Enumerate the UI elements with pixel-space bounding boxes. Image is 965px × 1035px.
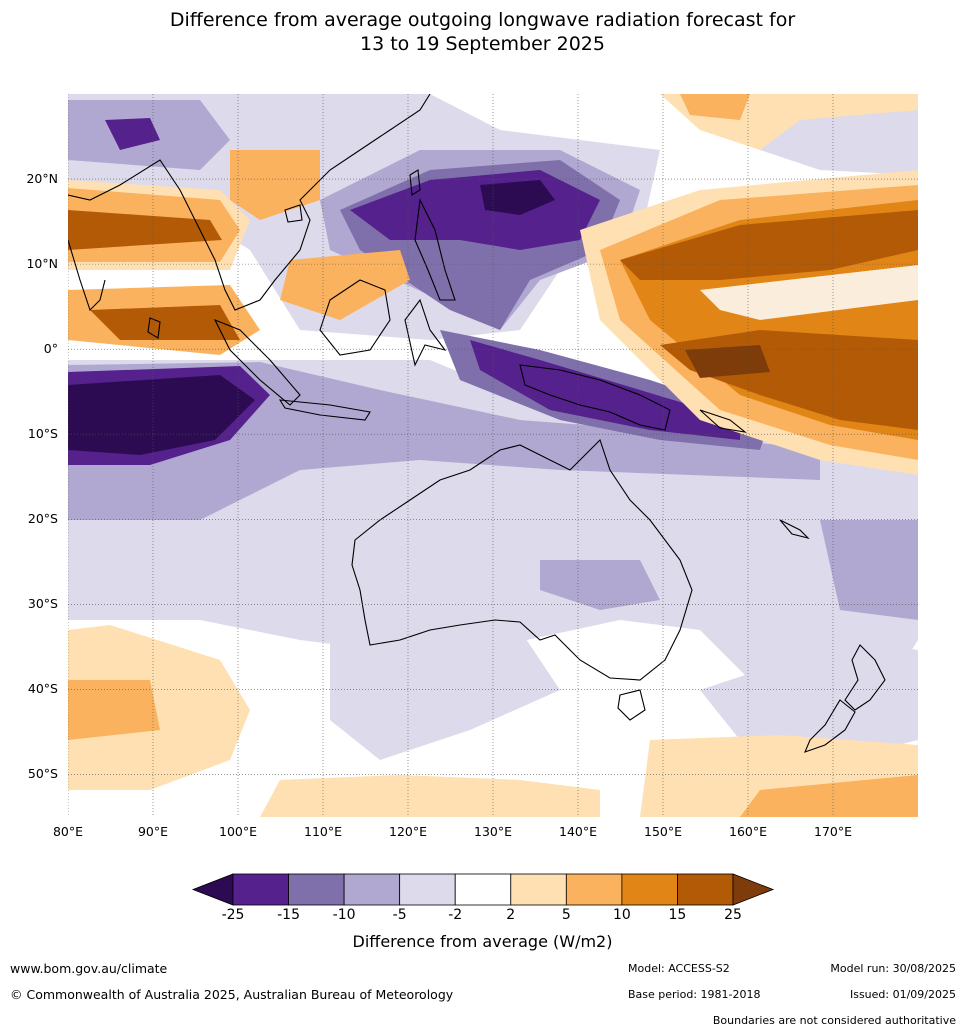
asia-mainland-coastline [68,94,431,311]
model-text: Model: ACCESS-S2 [628,962,730,975]
graticule [68,94,918,817]
colorbar-tick-label: -15 [277,907,300,923]
latitude-tick-label: 10°S [27,426,58,442]
colorbar-segment [343,873,401,906]
anomaly-shading [68,94,918,817]
anomaly-region-strong-negative-maritime-core [470,340,740,440]
base-period-text: Base period: 1981-2018 [628,988,761,1001]
colorbar-segment [677,873,734,906]
anomaly-region-positive-pacific-very-strong [620,210,918,280]
disclaimer-text: Boundaries are not considered authoritat… [712,1014,956,1027]
colorbar-title: Difference from average (W/m2) [352,932,613,951]
colorbar-segment [399,873,456,906]
anomaly-region-positive-band-west-strong [68,210,222,250]
colorbar-tick-label: 25 [724,907,742,923]
latitude-tick-label: 20°S [27,511,58,527]
longitude-tick-label: 120°E [388,824,428,839]
anomaly-region-weak-positive-southwest [68,625,250,790]
new-zealand-south-island-coastline [804,699,856,753]
borneo-coastline [319,279,391,356]
map-title: Difference from average outgoing longwav… [0,8,965,56]
model-run-text: Model run: 30/08/2025 [830,962,956,975]
anomaly-region-extreme-negative-indian [68,375,255,455]
colorbar-tick-label: 10 [612,907,631,923]
coastlines [68,94,886,753]
longitude-tick-label: 110°E [303,824,343,839]
new-guinea-coastline [519,364,671,431]
hainan-coastline [284,204,303,223]
anomaly-region-weak-positive-south [260,775,600,817]
anomaly-region-positive-band-indochina [230,150,320,220]
longitude-tick-label: 140°E [558,824,598,839]
longitude-tick-label: 150°E [643,824,683,839]
latitude-tick-label: 0° [43,341,58,357]
map-title-line-1: Difference from average outgoing longwav… [169,9,796,31]
longitude-tick-label: 170°E [813,824,853,839]
colorbar-segment [510,873,567,906]
longitude-tick-label: 130°E [473,824,513,839]
colorbar [191,873,775,906]
sri-lanka-coastline [147,317,161,339]
anomaly-region-moderate-positive-north [680,94,750,120]
colorbar-segment [565,873,623,906]
new-zealand-north-island-coastline [844,644,886,711]
colorbar-segment [454,873,512,906]
colorbar-tick-label: 5 [561,907,571,923]
longitude-tick-label: 80°E [52,824,84,839]
anomaly-region-reduced-band-pacific [700,265,918,320]
colorbar-segment [621,873,678,906]
colorbar-upper-extend-arrow [732,873,775,906]
anomaly-region-moderate-negative-australia [540,560,660,610]
taiwan-coastline [409,169,421,196]
colorbar-tick-label: 15 [668,907,687,923]
website-link[interactable]: www.bom.gov.au/climate [10,961,168,976]
solomon-islands-coastline [699,409,747,433]
anomaly-region-moderate-positive-southwest [68,680,160,740]
anomaly-region-moderate-negative-nz [820,520,918,620]
anomaly-region-moderate-positive-southeast [740,775,918,817]
colorbar-segment [232,873,289,906]
anomaly-region-weak-negative-southeast [700,640,918,760]
map-title-line-2: 13 to 19 September 2025 [360,33,605,55]
anomaly-region-extreme-negative-pacific [480,180,555,215]
anomaly-region-weak-negative-southwest [330,630,560,760]
anomaly-region-positive-pacific-extreme [685,345,770,378]
latitude-tick-label: 40°S [27,681,58,697]
indian-peninsula-coastline [68,239,106,312]
latitude-tick-label: 20°N [26,171,58,187]
philippines-coastline [414,198,456,301]
colorbar-tick-label: -25 [221,907,245,923]
colorbar-tick-label: -10 [332,907,356,923]
latitude-tick-label: 10°N [26,256,58,272]
new-caledonia-coastline [779,519,810,540]
colorbar-tick-label: 2 [506,907,516,923]
anomaly-region-positive-band-equatorial-strong [90,305,240,340]
longitude-tick-label: 160°E [728,824,768,839]
colorbar-segment [288,873,345,906]
longitude-tick-label: 100°E [218,824,258,839]
copyright-text: © Commonwealth of Australia 2025, Austra… [10,987,454,1002]
anomaly-region-weak-negative-east [760,110,918,175]
latitude-tick-label: 50°S [27,766,58,782]
tasmania-coastline [617,689,646,721]
australia-coastline [351,438,693,681]
colorbar-lower-extend-arrow [191,873,234,906]
anomaly-region-positive-band-south-china-sea [280,250,410,320]
colorbar-tick-label: -5 [392,907,407,923]
longitude-tick-label: 90°E [137,824,169,839]
latitude-tick-label: 30°S [27,596,58,612]
java-coastline [278,399,371,421]
colorbar-tick-label: -2 [448,907,463,923]
anomaly-region-strong-negative-bay-core [105,118,160,150]
issued-text: Issued: 01/09/2025 [849,988,956,1001]
sumatra-coastline [213,318,301,406]
sulawesi-coastline [404,298,447,367]
